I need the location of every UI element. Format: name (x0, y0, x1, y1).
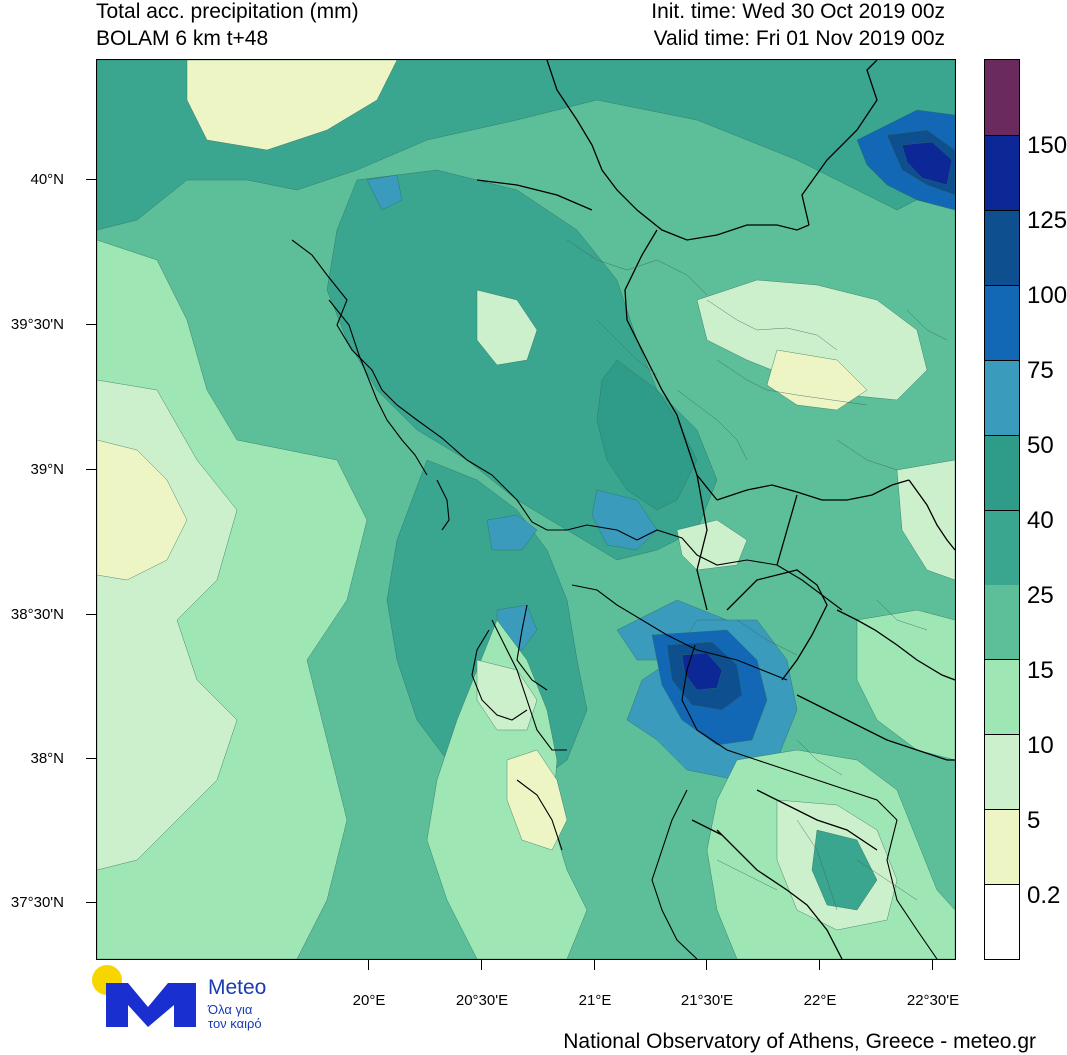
east-light (896, 459, 955, 581)
zakynthos-dry (506, 749, 568, 851)
colorbar-segment (985, 659, 1019, 735)
lon-tick (481, 960, 482, 970)
lat-label-39-30n: 39°30'N (10, 316, 64, 333)
lat-tick (86, 614, 96, 615)
preveza-blue (486, 514, 538, 551)
colorbar-level-label: 125 (1027, 207, 1067, 234)
colorbar-segment (985, 209, 1019, 285)
region-borders (476, 60, 955, 959)
colorbar-level-label: 10 (1027, 732, 1054, 759)
lat-label-38n: 38°N (30, 750, 64, 767)
colorbar-segment (985, 734, 1019, 810)
lon-tick (368, 960, 369, 970)
ne-max-core (901, 141, 953, 186)
colorbar-level-label: 25 (1027, 582, 1054, 609)
lon-label-22-30e: 22°30'E (906, 992, 960, 1009)
precipitation-colorbar (984, 59, 1020, 960)
footer-credit: National Observatory of Athens, Greece -… (563, 1030, 1036, 1053)
colorbar-level-label: 0.2 (1027, 882, 1061, 909)
west-dry-patch (97, 439, 188, 581)
corfu-blue (366, 174, 403, 211)
colorbar-level-label: 40 (1027, 507, 1054, 534)
east-mint (856, 609, 955, 761)
lon-tick (594, 960, 595, 970)
arcadia-teal (811, 829, 878, 911)
logo-wordmark: Meteo (208, 976, 267, 999)
colorbar-level-label: 75 (1027, 357, 1054, 384)
lon-tick (706, 960, 707, 970)
pindus-light (476, 289, 538, 366)
colorbar-segment (985, 434, 1019, 510)
lat-tick (86, 324, 96, 325)
thessaly-dry (766, 349, 868, 411)
lat-label-39n: 39°N (30, 461, 64, 478)
colorbar-segment (985, 284, 1019, 360)
lat-label-37-30n: 37°30'N (10, 894, 64, 911)
lat-label-38-30n: 38°30'N (10, 606, 64, 623)
arta-blue (591, 489, 658, 551)
lon-tick (932, 960, 933, 970)
colorbar-level-label: 15 (1027, 657, 1054, 684)
gulf-light (676, 519, 748, 571)
lat-tick (86, 469, 96, 470)
model-run-label: BOLAM 6 km t+48 (96, 27, 269, 50)
lon-label-20e: 20°E (352, 992, 386, 1009)
central-dark-teal (596, 359, 698, 511)
precipitation-contours (97, 60, 955, 959)
lon-label-21-30e: 21°30'E (680, 992, 734, 1009)
lat-tick (86, 758, 96, 759)
m-letter-icon (106, 983, 196, 1027)
colorbar-level-label: 5 (1027, 807, 1041, 834)
secondary-boundaries (566, 239, 948, 911)
lat-tick (86, 179, 96, 180)
precipitation-field (97, 60, 955, 959)
lat-label-40n: 40°N (30, 171, 64, 188)
init-time-label: Init. time: Wed 30 Oct 2019 00z (651, 0, 945, 23)
colorbar-segment (985, 809, 1019, 885)
coastlines (291, 239, 938, 959)
colorbar-segment (985, 884, 1019, 960)
lat-tick (86, 902, 96, 903)
colorbar-level-label: 50 (1027, 432, 1054, 459)
thessaly-light (696, 279, 928, 401)
colorbar-segment (985, 509, 1019, 585)
valid-time-label: Valid time: Fri 01 Nov 2019 00z (653, 27, 945, 50)
colorbar-level-label: 150 (1027, 132, 1067, 159)
lon-label-20-30e: 20°30'E (455, 992, 509, 1009)
meteo-logo (92, 965, 196, 1027)
precipitation-map (96, 59, 956, 960)
logo-subtitle: Όλα για τον καιρό (208, 1002, 262, 1031)
colorbar-segment (985, 134, 1019, 210)
colorbar-segment (985, 60, 1019, 135)
colorbar-level-label: 100 (1027, 282, 1067, 309)
colorbar-segment (985, 359, 1019, 435)
nw-dry-area (186, 60, 398, 151)
lon-label-21e: 21°E (578, 992, 612, 1009)
lon-tick (819, 960, 820, 970)
lon-label-22e: 22°E (803, 992, 837, 1009)
map-title: Total acc. precipitation (mm) (96, 0, 359, 23)
colorbar-segment (985, 584, 1019, 660)
